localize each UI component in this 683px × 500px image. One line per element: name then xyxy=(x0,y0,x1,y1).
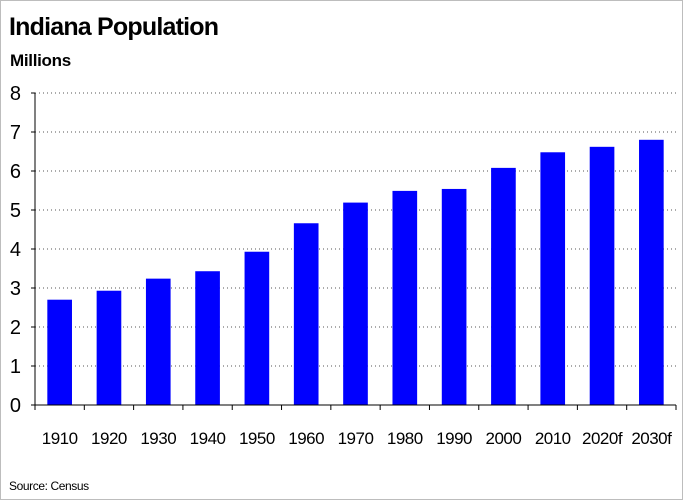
x-tick-label-2020f: 2020f xyxy=(582,429,623,448)
bar-1960 xyxy=(293,223,319,405)
y-axis-unit-label: Millions xyxy=(10,51,71,70)
bar-1970 xyxy=(343,202,368,405)
bar-2010 xyxy=(540,152,566,405)
x-tick-label-1940: 1940 xyxy=(190,429,226,448)
source-note: Source: Census xyxy=(9,479,89,493)
x-tick-label-2010: 2010 xyxy=(535,429,571,448)
y-tick-label-6: 6 xyxy=(10,161,21,183)
y-tick-label-2: 2 xyxy=(10,317,21,339)
x-tick-label-1980: 1980 xyxy=(387,429,423,448)
y-tick-label-4: 4 xyxy=(10,239,21,261)
bar-2030f xyxy=(639,139,664,406)
bar-1930 xyxy=(145,278,171,405)
y-tick-label-7: 7 xyxy=(10,122,21,144)
bars xyxy=(47,139,664,406)
bar-1950 xyxy=(244,251,270,405)
y-tick-label-5: 5 xyxy=(10,200,21,222)
x-tick-label-1990: 1990 xyxy=(436,429,472,448)
y-tick-label-8: 8 xyxy=(10,83,21,105)
bar-1990 xyxy=(441,188,467,405)
bar-2000 xyxy=(491,167,516,405)
x-tick-label-2030f: 2030f xyxy=(631,429,672,448)
x-tick-label-1960: 1960 xyxy=(288,429,324,448)
axes xyxy=(31,92,677,410)
y-tick-label-0: 0 xyxy=(10,395,21,417)
x-tick-label-1910: 1910 xyxy=(42,429,78,448)
x-tick-labels: 1910 1920 1930 1940 1950 1960 1970 1980 1990 2000… xyxy=(42,429,673,448)
x-tick-label-1970: 1970 xyxy=(338,429,374,448)
x-tick-label-1920: 1920 xyxy=(91,429,127,448)
y-tick-label-1: 1 xyxy=(10,356,21,378)
chart-title: Indiana Population xyxy=(9,13,219,41)
bar-1920 xyxy=(96,290,122,405)
x-tick-label-1950: 1950 xyxy=(239,429,275,448)
x-tick-label-2000: 2000 xyxy=(486,429,522,448)
bar-1910 xyxy=(47,299,72,405)
bar-1980 xyxy=(392,190,418,405)
x-tick-label-1930: 1930 xyxy=(140,429,176,448)
bar-2020f xyxy=(589,146,615,405)
y-tick-label-3: 3 xyxy=(10,278,21,300)
bar-1940 xyxy=(195,271,220,405)
y-tick-labels: 0 1 2 3 4 5 6 7 8 xyxy=(10,83,21,417)
